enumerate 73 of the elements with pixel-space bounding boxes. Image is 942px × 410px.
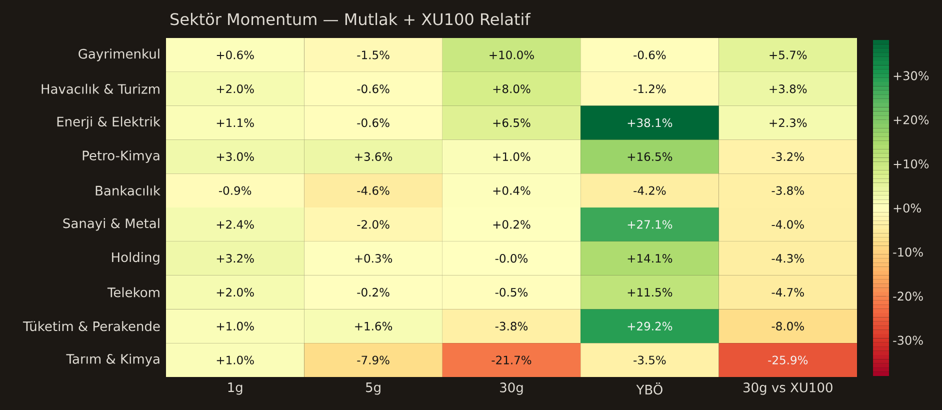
data-label: +16.5% bbox=[628, 152, 672, 161]
data-label: -4.6% bbox=[357, 186, 390, 195]
y-tick-label: Petro-Kimya bbox=[82, 150, 160, 163]
data-label: -0.6% bbox=[357, 84, 390, 94]
data-label: -4.0% bbox=[772, 220, 804, 229]
color-bar-label: -30% bbox=[893, 336, 923, 345]
data-label: +1.0% bbox=[216, 322, 254, 330]
data-label: +1.0% bbox=[216, 356, 254, 364]
data-label: +1.6% bbox=[355, 322, 392, 330]
y-tick-label: Enerji & Elektrik bbox=[57, 116, 160, 130]
y-tick-label: Havacılık & Turizm bbox=[42, 84, 160, 94]
data-label: -7.9% bbox=[357, 356, 390, 364]
data-label: -2.0% bbox=[357, 220, 390, 229]
data-label: -0.9% bbox=[218, 186, 252, 195]
color-bar-label: +30% bbox=[894, 71, 929, 80]
data-label: -3.8% bbox=[495, 322, 528, 330]
data-label: +3.6% bbox=[355, 152, 392, 161]
data-label: +3.0% bbox=[216, 152, 254, 161]
chart-title: Sektör Momentum — Mutlak + XU100 Relatif bbox=[170, 12, 531, 26]
color-bar-label: -10% bbox=[893, 248, 923, 257]
x-tick-label: 1g bbox=[228, 382, 242, 395]
x-tick-label: YBÖ bbox=[636, 382, 662, 395]
data-label: +10.0% bbox=[490, 50, 534, 60]
data-label: +6.5% bbox=[493, 118, 530, 128]
y-tick-label: Holding bbox=[112, 252, 160, 265]
data-label: +27.1% bbox=[628, 220, 672, 229]
data-label: +14.1% bbox=[628, 254, 672, 263]
data-label: +11.5% bbox=[628, 288, 672, 297]
data-label: -1.5% bbox=[357, 50, 390, 60]
data-label: +0.6% bbox=[216, 50, 254, 60]
data-label: -4.7% bbox=[772, 288, 804, 297]
data-label: -1.2% bbox=[634, 84, 666, 94]
data-label: -0.6% bbox=[357, 118, 390, 128]
data-label: -0.6% bbox=[634, 50, 666, 60]
data-label: -0.5% bbox=[495, 288, 528, 297]
data-label: +2.0% bbox=[216, 288, 254, 297]
x-tick-label: 30g vs XU100 bbox=[744, 382, 832, 395]
data-label: +3.8% bbox=[770, 84, 807, 94]
data-label: +2.0% bbox=[216, 84, 254, 94]
color-bar-label: +20% bbox=[894, 115, 929, 124]
data-label: -0.0% bbox=[495, 254, 528, 263]
color-bar-label: -20% bbox=[893, 292, 923, 301]
data-label: +1.0% bbox=[493, 152, 530, 161]
data-label: -4.3% bbox=[772, 254, 804, 263]
y-tick-label: Tarım & Kimya bbox=[66, 354, 160, 366]
y-tick-label: Telekom bbox=[107, 287, 160, 298]
data-label: +0.3% bbox=[355, 254, 392, 263]
data-label: +2.3% bbox=[770, 118, 807, 128]
data-label: -4.2% bbox=[634, 186, 666, 195]
data-label: -25.9% bbox=[768, 356, 808, 364]
y-tick-label: Bankacılık bbox=[96, 186, 160, 196]
data-label: +0.4% bbox=[493, 186, 530, 195]
data-label: -21.7% bbox=[492, 356, 532, 364]
data-label: -8.0% bbox=[772, 322, 804, 330]
data-label: -3.2% bbox=[772, 152, 804, 161]
data-label: +3.2% bbox=[216, 254, 254, 263]
y-tick-label: Sanayi & Metal bbox=[63, 218, 160, 231]
data-label: +38.1% bbox=[628, 118, 672, 128]
color-bar-label: +0% bbox=[894, 203, 921, 213]
data-label: +29.2% bbox=[628, 322, 672, 330]
data-label: +8.0% bbox=[493, 84, 530, 94]
data-label: +5.7% bbox=[770, 50, 807, 60]
data-label: -3.8% bbox=[772, 186, 804, 195]
data-label: +2.4% bbox=[216, 220, 254, 229]
y-tick-label: Gayrimenkul bbox=[78, 48, 160, 62]
data-label: +0.2% bbox=[493, 220, 530, 229]
x-tick-label: 30g bbox=[500, 382, 523, 395]
x-tick-label: 5g bbox=[366, 382, 380, 395]
color-bar-label: +10% bbox=[894, 159, 929, 168]
data-label: -3.5% bbox=[634, 356, 666, 364]
data-label: +1.1% bbox=[216, 118, 254, 128]
y-tick-label: Tüketim & Perakende bbox=[22, 321, 160, 332]
data-label: -0.2% bbox=[357, 288, 390, 297]
